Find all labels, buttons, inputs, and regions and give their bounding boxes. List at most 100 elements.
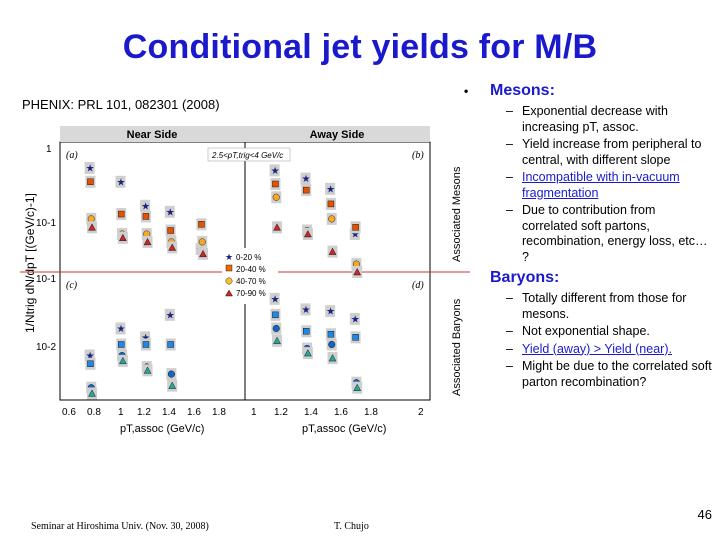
- mesons-item-text: Exponential decrease with increasing pT,…: [522, 104, 668, 134]
- panel-letter-c: (c): [66, 280, 78, 291]
- y-tick-2: 10-1: [36, 218, 56, 229]
- y-tick-3: 10-1: [36, 274, 56, 285]
- data-point: [88, 223, 96, 231]
- error-band: [140, 199, 151, 212]
- data-point: [88, 389, 96, 397]
- trigger-label: 2.5<pT,trig<4 GeV/c: [211, 151, 283, 160]
- data-point: ★: [141, 333, 150, 344]
- list-item: – Due to contribution from correlated sof…: [464, 203, 714, 265]
- baryons-item-text: Yield (away) > Yield (near).: [522, 341, 672, 356]
- data-point: ★: [86, 163, 95, 174]
- legend: ★ 0-20 % 20-40 % 40-70 % 70-90 %: [222, 248, 278, 304]
- footer-left: Seminar at Hiroshima Univ. (Nov. 30, 200…: [31, 521, 209, 532]
- data-point: [304, 349, 312, 357]
- x-tick-right-4: 1.4: [304, 407, 318, 418]
- data-point: [168, 243, 177, 251]
- error-band: [269, 164, 280, 177]
- data-point: [303, 186, 310, 194]
- data-point: [87, 360, 94, 367]
- data-point: [142, 341, 150, 348]
- data-point: ★: [351, 230, 360, 241]
- x-tick-right-5: 1.6: [334, 407, 348, 418]
- data-point: [167, 227, 174, 234]
- citation: PHENIX: PRL 101, 082301 (2008): [22, 97, 220, 112]
- page-number: 46: [697, 507, 712, 522]
- legend-label-0: 0-20 %: [236, 253, 261, 262]
- bullet-dot: •: [464, 84, 469, 98]
- bullet-list: • Mesons: – Exponential decrease with inc…: [464, 82, 714, 392]
- data-point: [303, 328, 310, 335]
- x-tick-left-1: 0.8: [87, 407, 101, 418]
- legend-label-3: 70-90 %: [236, 289, 266, 298]
- data-point: [352, 334, 359, 341]
- footer-author: T. Chujo: [334, 521, 369, 532]
- x-tick-left-4: 1.4: [162, 407, 176, 418]
- error-band: [300, 303, 311, 316]
- baryons-items: – Totally different from those for mesons…: [464, 291, 714, 390]
- data-point: ★: [301, 305, 310, 316]
- header-away-box: [245, 126, 430, 142]
- data-point: [328, 340, 336, 348]
- baryons-heading: Baryons:: [464, 269, 714, 287]
- mesons-item-text: Incompatible with in-vacuum fragmentatio…: [522, 170, 680, 200]
- error-band: [164, 205, 175, 218]
- dash: –: [506, 341, 513, 356]
- list-item: – Not exponential shape.: [464, 324, 714, 340]
- header-near: Near Side: [127, 129, 178, 141]
- data-point: ★: [271, 166, 280, 177]
- data-point: ★: [166, 207, 175, 218]
- data-point: [273, 336, 281, 344]
- error-band: [269, 292, 280, 305]
- baryons-item-text: Might be due to the correlated soft part…: [522, 359, 712, 389]
- data-point: [119, 233, 127, 241]
- panel-letter-a: (a): [66, 150, 78, 161]
- legend-square-icon: [225, 264, 233, 272]
- dash: –: [506, 291, 513, 305]
- error-band: [115, 175, 126, 188]
- dash: –: [506, 137, 513, 151]
- data-point: [142, 213, 150, 220]
- data-point: [118, 341, 125, 348]
- data-point: [119, 356, 127, 365]
- x-tick-right-6: 1.8: [364, 407, 378, 418]
- data-point: [168, 381, 177, 389]
- legend-triangle-icon: [225, 289, 233, 297]
- dash: –: [506, 104, 513, 118]
- dash: –: [506, 359, 513, 373]
- legend-entry: 40-70 %: [225, 277, 266, 286]
- yield-figure: 1/Ntrig dN/dpT [(GeV/c)-1] Near Side Awa…: [20, 126, 470, 435]
- data-point: [327, 330, 335, 338]
- data-point: ★: [116, 324, 125, 335]
- dash: –: [506, 324, 513, 338]
- mesons-item-text: Yield increase from peripheral to centra…: [522, 137, 702, 167]
- data-point: ★: [166, 310, 175, 321]
- mesons-items: – Exponential decrease with increasing pT…: [464, 104, 714, 265]
- legend-circle-icon: [225, 277, 233, 285]
- mesons-heading: • Mesons:: [464, 82, 714, 100]
- data-point: ★: [301, 174, 310, 185]
- data-point: [167, 370, 175, 378]
- error-band: [300, 172, 311, 185]
- dash: –: [506, 170, 513, 184]
- legend-entry: 20-40 %: [225, 264, 266, 274]
- legend-star-icon: ★: [225, 252, 233, 262]
- header-away: Away Side: [310, 129, 365, 141]
- x-tick-right-3: 1.2: [274, 407, 288, 418]
- row-label-mesons: Associated Mesons: [451, 166, 463, 262]
- error-band: [349, 312, 360, 325]
- baryons-label: Baryons:: [490, 269, 560, 286]
- list-item: – Might be due to the correlated soft par…: [464, 359, 714, 390]
- y-tick-1: 1: [46, 144, 52, 155]
- data-point: [199, 249, 207, 258]
- data-point: [327, 200, 335, 208]
- data-point: ★: [271, 294, 280, 305]
- mesons-item-text: Due to contribution from correlated soft…: [522, 203, 708, 264]
- list-item: – Exponential decrease with increasing pT…: [464, 104, 714, 135]
- list-item: – Yield (away) > Yield (near).: [464, 342, 714, 358]
- data-point: [352, 224, 359, 231]
- slide-title: Conditional jet yields for M/B: [122, 28, 598, 66]
- data-point: [273, 223, 281, 231]
- legend-label-1: 20-40 %: [236, 265, 266, 274]
- y-axis-label: 1/Ntrig dN/dpT [(GeV/c)-1]: [23, 193, 37, 333]
- list-item: – Yield increase from peripheral to centr…: [464, 137, 714, 168]
